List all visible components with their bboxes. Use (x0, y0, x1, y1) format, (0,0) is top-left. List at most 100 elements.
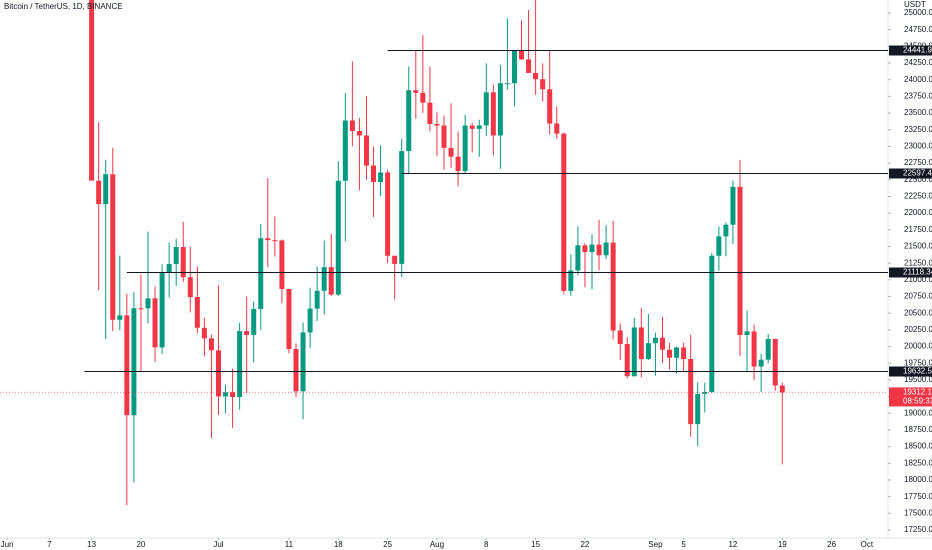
level-tag (889, 267, 932, 278)
candle-body (709, 255, 715, 392)
candle-body (476, 125, 482, 129)
x-tick-label: Jun (1, 540, 14, 549)
candle-body (406, 90, 412, 152)
y-tick-label: 19750.00 (904, 358, 932, 367)
y-tick-label: 23750.00 (904, 92, 932, 101)
y-tick-label: 22250.00 (904, 192, 932, 201)
candle-body (631, 327, 637, 377)
x-tick-label: 5 (681, 540, 686, 549)
candle-body (751, 331, 757, 367)
candle-body (265, 238, 271, 241)
x-tick-label: 20 (136, 540, 145, 549)
candle-body (758, 359, 764, 367)
candle-body (610, 242, 616, 331)
plot-area (89, 0, 785, 506)
y-tick-label: 17500.00 (904, 508, 932, 517)
candle-body (201, 327, 207, 339)
candle-body (208, 338, 214, 351)
candle-body (497, 83, 503, 136)
y-tick-label: 18750.00 (904, 425, 932, 434)
candle-body (138, 308, 144, 310)
candle-body (540, 79, 546, 90)
y-tick-label: 23000.00 (904, 142, 932, 151)
x-tick-label: Oct (861, 540, 874, 549)
y-tick-label: 24250.00 (904, 58, 932, 67)
candle-body (251, 308, 257, 335)
x-tick-label: 8 (484, 540, 489, 549)
candle-body (321, 267, 327, 291)
candle-body (286, 289, 292, 350)
candle-body (695, 393, 701, 425)
level-tag (889, 45, 932, 56)
level-tag (889, 366, 932, 377)
candle-body (455, 156, 461, 172)
candle-body (159, 272, 165, 348)
current-price-tag (889, 387, 932, 407)
candle-body (596, 244, 602, 256)
candle-body (420, 92, 426, 103)
candle-body (737, 186, 743, 336)
candle-body (427, 102, 433, 125)
level-label: 24441.98 (903, 46, 932, 55)
y-tick-label: 24000.00 (904, 75, 932, 84)
candle-body (293, 349, 299, 392)
x-tick-label: 11 (285, 540, 294, 549)
candle-body (152, 298, 158, 348)
y-tick-label: 21250.00 (904, 258, 932, 267)
y-tick-label: 22500.00 (904, 175, 932, 184)
candle-body (779, 385, 785, 393)
current-price-label: 19312.19 (903, 388, 932, 397)
x-tick-label: Sep (648, 540, 663, 549)
x-tick-label: 22 (580, 540, 589, 549)
candle-body (568, 270, 574, 291)
y-tick-label: 19500.00 (904, 375, 932, 384)
candle-body (575, 245, 581, 271)
candle-body (371, 165, 377, 183)
y-tick-label: 18000.00 (904, 475, 932, 484)
y-tick-label: 21500.00 (904, 242, 932, 251)
candle-body (272, 240, 278, 242)
y-tick-label: 21000.00 (904, 275, 932, 284)
candle-body (131, 308, 137, 416)
candle-body (561, 133, 567, 291)
candle-body (124, 315, 130, 416)
candle-body (483, 92, 489, 126)
candle-body (702, 391, 708, 394)
candle-body (307, 308, 313, 333)
candle-body (547, 89, 553, 124)
y-tick-label: 19000.00 (904, 408, 932, 417)
x-tick-label: 7 (47, 540, 52, 549)
countdown-label: 08:59:33 (903, 397, 932, 406)
y-tick-label: 23500.00 (904, 108, 932, 117)
candle-body (244, 331, 250, 335)
candle-body (772, 339, 778, 386)
candle-body (624, 344, 630, 377)
candle-body (638, 327, 644, 360)
candle-body (645, 343, 651, 360)
candle-body (230, 392, 236, 397)
level-label: 22597.48 (903, 169, 932, 178)
y-tick-label: 23250.00 (904, 125, 932, 134)
candle-body (145, 298, 151, 309)
candle-body (349, 120, 355, 132)
candle-body (215, 350, 221, 397)
x-tick-label: 15 (531, 540, 540, 549)
candle-body (392, 255, 398, 264)
candle-body (223, 392, 229, 397)
candle-body (490, 92, 496, 136)
candle-body (519, 50, 525, 60)
candle-body (103, 174, 109, 205)
y-tick-label: 22000.00 (904, 208, 932, 217)
candle-body (469, 125, 475, 129)
candle-body (413, 90, 419, 93)
y-tick-label: 18250.00 (904, 458, 932, 467)
candle-body (356, 131, 362, 136)
candle-body (526, 59, 532, 73)
y-tick-label: 17750.00 (904, 492, 932, 501)
level-label: 19632.58 (903, 367, 932, 376)
y-tick-label: 21750.00 (904, 225, 932, 234)
level-tag (889, 168, 932, 179)
candle-body (434, 124, 440, 126)
